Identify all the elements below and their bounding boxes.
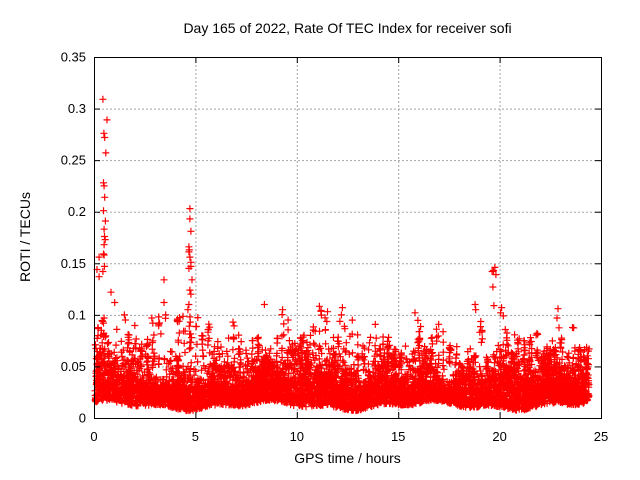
y-tick-label: 0.2 [68, 204, 86, 219]
chart-title: Day 165 of 2022, Rate Of TEC Index for r… [183, 20, 512, 36]
y-tick-label: 0.35 [61, 50, 86, 65]
scatter-points [91, 95, 593, 415]
plot-border [94, 57, 602, 419]
x-axis-label: GPS time / hours [294, 450, 401, 466]
x-tick-label: 25 [594, 429, 608, 444]
x-tick-label: 20 [492, 429, 506, 444]
x-tick-label: 10 [290, 429, 304, 444]
y-tick-label: 0.1 [68, 307, 86, 322]
x-tick-label: 15 [391, 429, 405, 444]
y-tick-label: 0 [79, 411, 86, 426]
x-tick-label: 5 [192, 429, 199, 444]
x-tick-label: 0 [90, 429, 97, 444]
y-tick-label: 0.25 [61, 153, 86, 168]
y-tick-label: 0.15 [61, 256, 86, 271]
y-tick-label: 0.05 [61, 359, 86, 374]
y-tick-label: 0.3 [68, 101, 86, 116]
